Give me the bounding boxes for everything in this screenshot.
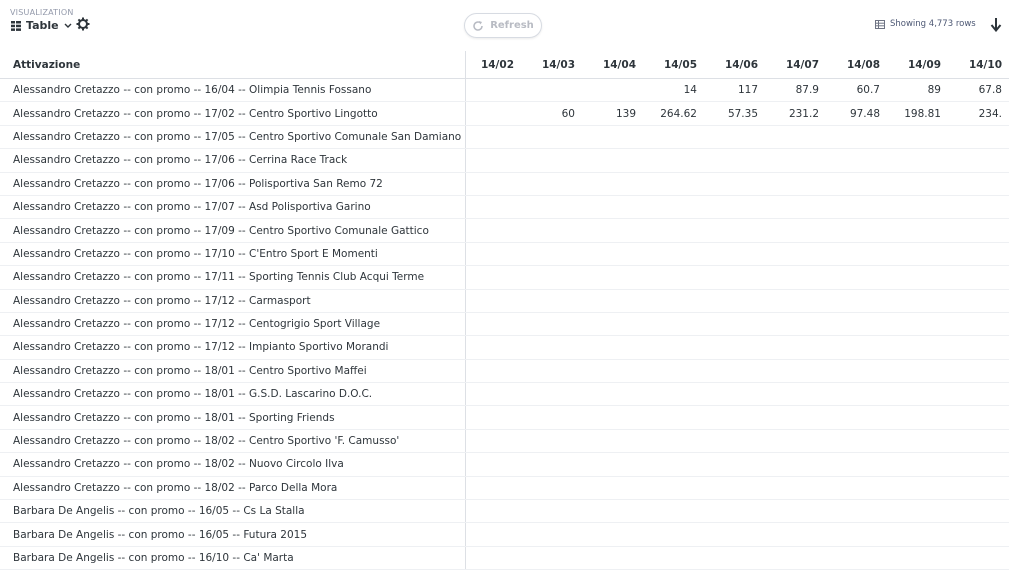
table-row[interactable]: Alessandro Cretazzo -- con promo -- 17/0…: [0, 125, 1009, 150]
column-header[interactable]: 14/10: [968, 58, 1002, 71]
refresh-label: Refresh: [490, 20, 534, 31]
row-label: Alessandro Cretazzo -- con promo -- 18/0…: [0, 406, 466, 429]
row-label: Alessandro Cretazzo -- con promo -- 18/0…: [0, 383, 466, 406]
column-header[interactable]: 14/07: [785, 58, 819, 71]
column-header[interactable]: 14/04: [602, 58, 636, 71]
cell: 60.7: [856, 84, 880, 97]
section-label: VISUALIZATION: [10, 8, 74, 17]
table-row[interactable]: Barbara De Angelis -- con promo -- 16/10…: [0, 546, 1009, 570]
rows-icon: [875, 19, 885, 29]
row-label: Alessandro Cretazzo -- con promo -- 18/0…: [0, 453, 466, 476]
cell: 60: [561, 107, 575, 120]
column-header[interactable]: Attivazione: [0, 51, 466, 78]
column-header[interactable]: 14/03: [541, 58, 575, 71]
table-row[interactable]: Alessandro Cretazzo -- con promo -- 17/1…: [0, 266, 1009, 290]
row-label: Alessandro Cretazzo -- con promo -- 17/1…: [0, 266, 466, 289]
row-label: Alessandro Cretazzo -- con promo -- 17/1…: [0, 336, 466, 359]
cell: 87.9: [795, 84, 819, 97]
table-row[interactable]: Barbara De Angelis -- con promo -- 16/05…: [0, 500, 1009, 524]
cell: 97.48: [849, 107, 880, 120]
refresh-icon: [473, 20, 483, 31]
viz-name: Table: [26, 19, 59, 32]
column-header[interactable]: 14/05: [663, 58, 697, 71]
column-header[interactable]: 14/06: [724, 58, 758, 71]
row-label: Alessandro Cretazzo -- con promo -- 17/0…: [0, 102, 466, 125]
cell: 139: [615, 107, 636, 120]
table-row[interactable]: Alessandro Cretazzo -- con promo -- 17/0…: [0, 219, 1009, 243]
header-row: Attivazione 14/02 14/03 14/04 14/05 14/06 14/0…: [0, 51, 1009, 79]
table-row[interactable]: Alessandro Cretazzo -- con promo -- 18/0…: [0, 406, 1009, 430]
table-row[interactable]: Alessandro Cretazzo -- con promo -- 17/0…: [0, 195, 1009, 220]
cell: 231.2: [788, 107, 819, 120]
table-row[interactable]: Alessandro Cretazzo -- con promo -- 17/1…: [0, 336, 1009, 360]
cell: 89: [927, 84, 941, 97]
cell: 67.8: [978, 84, 1002, 97]
data-table: Attivazione 14/02 14/03 14/04 14/05 14/06 14/0…: [0, 51, 1009, 570]
table-row[interactable]: Alessandro Cretazzo -- con promo -- 18/0…: [0, 429, 1009, 454]
row-label: Alessandro Cretazzo -- con promo -- 17/0…: [0, 219, 466, 242]
table-row[interactable]: Alessandro Cretazzo -- con promo -- 17/1…: [0, 242, 1009, 267]
cell: 57.35: [727, 107, 758, 120]
table-row[interactable]: Alessandro Cretazzo -- con promo -- 16/0…: [0, 79, 1009, 103]
viz-picker[interactable]: Table: [11, 19, 72, 32]
cell: 14: [683, 84, 697, 97]
column-header[interactable]: 14/09: [907, 58, 941, 71]
row-label: Alessandro Cretazzo -- con promo -- 17/0…: [0, 172, 466, 195]
table-row[interactable]: Alessandro Cretazzo -- con promo -- 17/0…: [0, 149, 1009, 173]
chevron: [64, 23, 72, 28]
row-count-text: Showing 4,773 rows: [890, 19, 976, 29]
column-header[interactable]: 14/02: [480, 58, 514, 71]
table-icon: [11, 20, 21, 31]
row-label: Barbara De Angelis -- con promo -- 16/05…: [0, 500, 466, 523]
table-row[interactable]: Alessandro Cretazzo -- con promo -- 17/1…: [0, 289, 1009, 313]
table-row[interactable]: Alessandro Cretazzo -- con promo -- 17/0…: [0, 172, 1009, 196]
table-row[interactable]: Barbara De Angelis -- con promo -- 16/05…: [0, 523, 1009, 547]
table-row[interactable]: Alessandro Cretazzo -- con promo -- 18/0…: [0, 383, 1009, 407]
row-label: Barbara De Angelis -- con promo -- 16/05…: [0, 523, 466, 546]
table-row[interactable]: Alessandro Cretazzo -- con promo -- 18/0…: [0, 476, 1009, 501]
cell: 198.81: [904, 107, 941, 120]
table-row[interactable]: Alessandro Cretazzo -- con promo -- 17/0…: [0, 102, 1009, 126]
row-label: Barbara De Angelis -- con promo -- 16/10…: [0, 546, 466, 570]
cell: 234.: [978, 107, 1002, 120]
row-label: Alessandro Cretazzo -- con promo -- 17/1…: [0, 312, 466, 336]
download-icon[interactable]: [990, 17, 1002, 32]
row-label: Alessandro Cretazzo -- con promo -- 17/1…: [0, 289, 466, 312]
table-row[interactable]: Alessandro Cretazzo -- con promo -- 18/0…: [0, 359, 1009, 384]
settings-icon[interactable]: [76, 17, 90, 31]
row-label: Alessandro Cretazzo -- con promo -- 17/0…: [0, 125, 466, 149]
row-label: Alessandro Cretazzo -- con promo -- 18/0…: [0, 429, 466, 453]
cell: 117: [737, 84, 758, 97]
refresh-button[interactable]: Refresh: [464, 13, 542, 38]
table-row[interactable]: Alessandro Cretazzo -- con promo -- 18/0…: [0, 453, 1009, 477]
cell: 264.62: [660, 107, 697, 120]
table-row[interactable]: Alessandro Cretazzo -- con promo -- 17/1…: [0, 312, 1009, 337]
row-count: Showing 4,773 rows: [875, 19, 976, 29]
column-header[interactable]: 14/08: [846, 58, 880, 71]
row-label: Alessandro Cretazzo -- con promo -- 18/0…: [0, 359, 466, 383]
row-label: Alessandro Cretazzo -- con promo -- 18/0…: [0, 476, 466, 500]
row-label: Alessandro Cretazzo -- con promo -- 17/0…: [0, 195, 466, 219]
row-label: Alessandro Cretazzo -- con promo -- 17/1…: [0, 242, 466, 266]
row-label: Alessandro Cretazzo -- con promo -- 17/0…: [0, 149, 466, 172]
row-label: Alessandro Cretazzo -- con promo -- 16/0…: [0, 79, 466, 102]
